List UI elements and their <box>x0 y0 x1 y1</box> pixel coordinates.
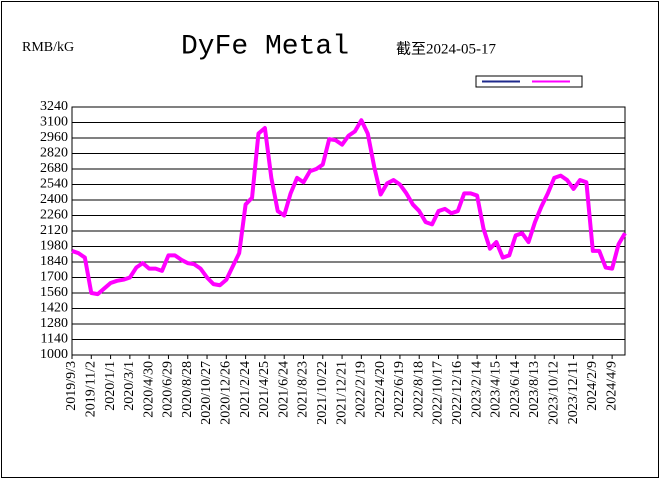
y-tick-label: 1840 <box>40 254 68 269</box>
x-tick-label: 2020/1/1 <box>103 361 118 411</box>
x-tick-label: 2019/11/2 <box>84 361 99 417</box>
chart-title: DyFe Metal <box>181 31 349 62</box>
x-tick-label: 2023/12/11 <box>566 361 581 424</box>
x-tick-label: 2020/8/28 <box>180 361 195 418</box>
y-tick-label: 2260 <box>40 208 68 223</box>
y-tick-label: 1560 <box>40 285 68 300</box>
x-tick-label: 2022/6/19 <box>392 361 407 418</box>
x-tick-label: 2022/4/20 <box>373 361 388 418</box>
x-tick-label: 2020/10/27 <box>199 361 214 425</box>
x-tick-label: 2023/6/14 <box>508 361 523 418</box>
x-tick-label: 2024/4/9 <box>604 361 619 411</box>
y-tick-label: 1280 <box>40 316 68 331</box>
x-tick-label: 2021/8/23 <box>296 361 311 418</box>
y-tick-label: 2960 <box>40 130 68 145</box>
x-tick-label: 2021/6/24 <box>276 361 291 418</box>
y-tick-label: 2120 <box>40 223 68 238</box>
x-tick-label: 2020/6/29 <box>161 361 176 418</box>
series-line <box>71 118 627 297</box>
y-tick-label: 2680 <box>40 161 68 176</box>
x-tick-label: 2022/12/16 <box>450 361 465 425</box>
x-tick-label: 2023/4/15 <box>489 361 504 418</box>
y-tick-label: 3100 <box>40 115 68 130</box>
x-tick-label: 2022/8/18 <box>411 361 426 418</box>
x-tick-label: 2023/2/14 <box>469 361 484 418</box>
x-tick-label: 2021/4/25 <box>257 361 272 418</box>
x-tick-label: 2020/3/1 <box>122 361 137 411</box>
x-tick-label: 2019/9/3 <box>64 361 79 411</box>
y-tick-label: 1000 <box>40 347 68 362</box>
chart-subtitle: 截至2024-05-17 <box>396 40 496 57</box>
y-tick-label: 1420 <box>40 301 68 316</box>
y-tick-label: 3240 <box>40 99 68 114</box>
y-axis-label: RMB/kG <box>22 40 74 55</box>
y-tick-label: 1700 <box>40 270 68 285</box>
x-tick-label: 2021/10/22 <box>315 361 330 425</box>
x-tick-label: 2023/8/13 <box>527 361 542 418</box>
y-tick-label: 2820 <box>40 146 68 161</box>
x-tick-label: 2020/12/26 <box>219 361 234 425</box>
y-tick-label: 1140 <box>41 332 68 347</box>
y-tick-label: 1980 <box>40 239 68 254</box>
x-tick-label: 2021/2/24 <box>238 361 253 418</box>
x-tick-label: 2022/2/19 <box>354 361 369 418</box>
y-tick-label: 2540 <box>40 177 68 192</box>
legend-box <box>475 75 583 88</box>
y-tick-label: 2400 <box>40 192 68 207</box>
x-tick-label: 2024/2/9 <box>585 361 600 411</box>
x-tick-label: 2020/4/30 <box>141 361 156 418</box>
x-tick-label: 2023/10/12 <box>546 361 561 425</box>
x-tick-label: 2021/12/21 <box>334 361 349 425</box>
x-tick-label: 2022/10/17 <box>431 361 446 425</box>
